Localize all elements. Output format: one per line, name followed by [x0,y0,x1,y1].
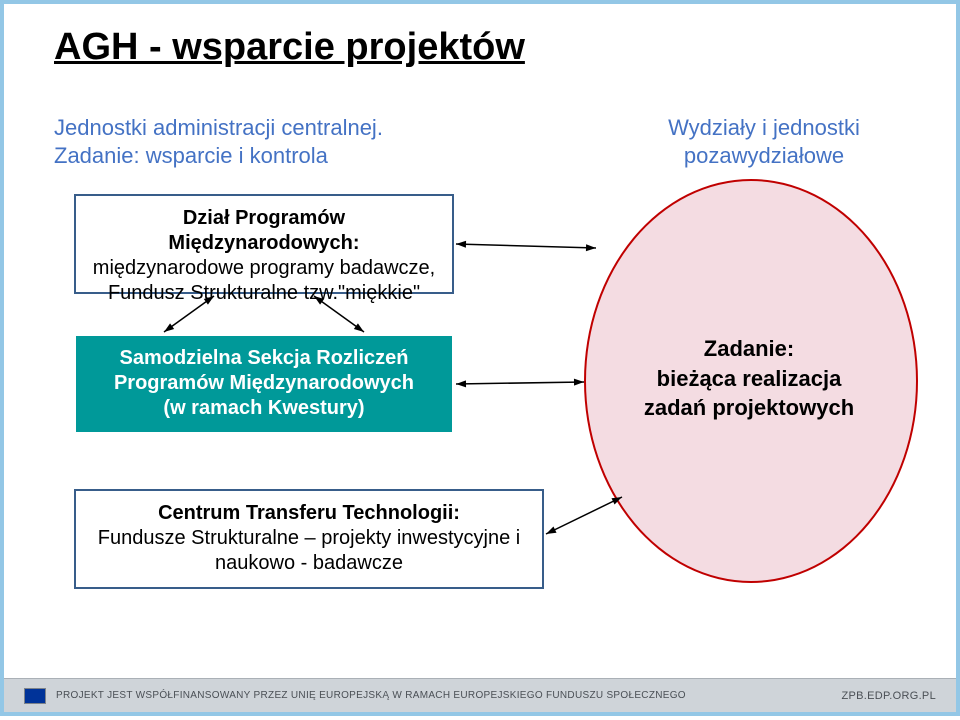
box2-line3: (w ramach Kwestury) [163,397,364,419]
slide-frame: AGH - wsparcie projektów Jednostki admin… [0,0,960,716]
box-samodzielna-sekcja: Samodzielna Sekcja Rozliczeń Programów M… [74,334,454,434]
eu-flag-icon [24,688,46,704]
ellipse-line2: bieżąca realizacja [657,366,842,391]
box3-strong: Centrum Transferu Technologii: [158,502,460,524]
slide-title: AGH - wsparcie projektów [54,26,525,69]
box-centrum-transferu: Centrum Transferu Technologii: Fundusze … [74,489,544,589]
box1-strong: Dział Programów Międzynarodowych: [168,207,359,254]
footer-left: PROJEKT JEST WSPÓŁFINANSOWANY PRZEZ UNIĘ… [24,688,686,704]
ellipse-line1: Zadanie: [704,336,794,361]
ellipse-text: Zadanie: bieżąca realizacja zadań projek… [584,334,914,423]
left-header-line2: Zadanie: wsparcie i kontrola [54,143,328,168]
footer-left-text: PROJEKT JEST WSPÓŁFINANSOWANY PRZEZ UNIĘ… [56,690,686,701]
right-header-line2: pozawydziałowe [684,143,844,168]
right-header-line1: Wydziały i jednostki [668,115,860,140]
box-dzial-programow: Dział Programów Międzynarodowych: między… [74,194,454,294]
left-header-line1: Jednostki administracji centralnej. [54,115,383,140]
box2-line1: Samodzielna Sekcja Rozliczeń [120,347,409,369]
footer-bar: PROJEKT JEST WSPÓŁFINANSOWANY PRZEZ UNIĘ… [4,678,956,712]
box1-rest: międzynarodowe programy badawcze, Fundus… [93,257,435,304]
box2-line2: Programów Międzynarodowych [114,372,414,394]
footer-right-text: ZPB.EDP.ORG.PL [842,690,936,702]
left-header: Jednostki administracji centralnej. Zada… [54,114,454,169]
box3-rest: Fundusze Strukturalne – projekty inwesty… [98,527,520,574]
right-header: Wydziały i jednostki pozawydziałowe [624,114,904,169]
ellipse-line3: zadań projektowych [644,395,854,420]
